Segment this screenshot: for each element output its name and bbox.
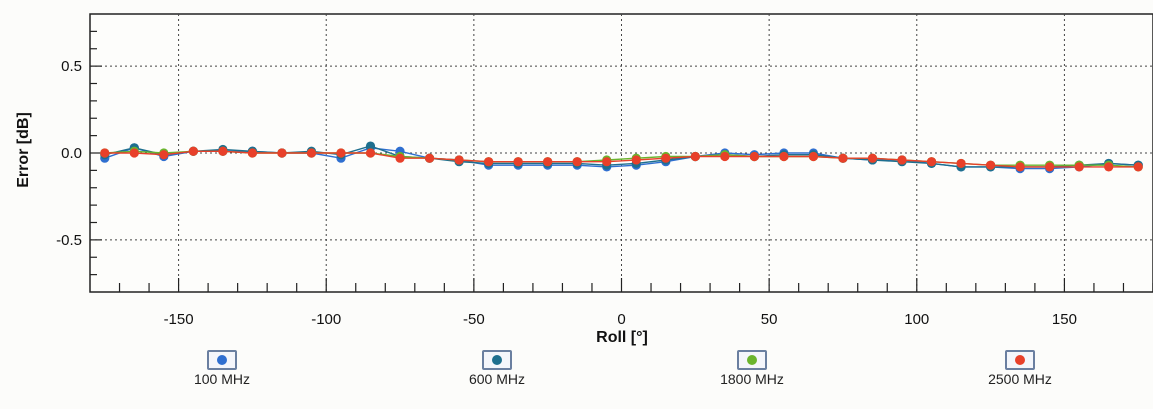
legend-item[interactable]: 1800 MHz bbox=[682, 350, 822, 387]
x-tick-label: 50 bbox=[761, 311, 778, 328]
x-tick-label: 150 bbox=[1052, 311, 1077, 328]
data-point bbox=[218, 146, 228, 156]
data-point bbox=[100, 148, 110, 158]
legend-label: 1800 MHz bbox=[720, 371, 784, 387]
data-point bbox=[129, 148, 139, 158]
data-point bbox=[543, 157, 553, 167]
data-point bbox=[1074, 162, 1084, 172]
legend-swatch bbox=[207, 350, 237, 370]
data-point bbox=[159, 150, 169, 160]
data-point bbox=[926, 157, 937, 167]
y-tick-label: 0.0 bbox=[61, 145, 82, 162]
data-point bbox=[779, 151, 789, 162]
x-tick-label: 0 bbox=[617, 311, 625, 328]
data-point bbox=[838, 153, 848, 163]
x-axis-label: Roll [°] bbox=[596, 329, 648, 346]
legend-label: 600 MHz bbox=[468, 371, 526, 387]
legend-item[interactable]: 2500 MHz bbox=[950, 350, 1090, 387]
series-2500-mhz bbox=[100, 146, 1143, 172]
x-tick-label: 100 bbox=[904, 311, 929, 328]
legend-swatch bbox=[482, 350, 512, 370]
x-tick-label: -50 bbox=[463, 311, 485, 328]
legend-swatch bbox=[737, 350, 767, 370]
legend-item[interactable]: 600 MHz bbox=[427, 350, 567, 387]
axes: -150 -100 -50 0 50 100 150 0.5 0.0 -0.5 bbox=[56, 30, 1153, 328]
data-point bbox=[336, 148, 346, 158]
data-point bbox=[1104, 162, 1114, 172]
series-line bbox=[104, 150, 1139, 168]
data-point bbox=[867, 153, 878, 163]
legend-item[interactable]: 100 MHz bbox=[152, 350, 292, 387]
data-point bbox=[277, 148, 287, 158]
y-tick-label: -0.5 bbox=[56, 232, 82, 249]
y-axis-label: Error [dB] bbox=[15, 112, 32, 188]
legend-label: 2500 MHz bbox=[988, 371, 1052, 387]
data-point bbox=[690, 151, 700, 162]
data-point bbox=[424, 153, 435, 163]
legend-marker-icon bbox=[1015, 355, 1025, 365]
data-point bbox=[484, 157, 494, 167]
legend-label: 100 MHz bbox=[193, 371, 251, 387]
data-point bbox=[720, 151, 730, 162]
legend-swatch bbox=[1005, 350, 1035, 370]
y-tick-label: 0.5 bbox=[61, 58, 82, 75]
data-point bbox=[513, 157, 523, 167]
data-point bbox=[365, 141, 376, 151]
legend-marker-icon bbox=[492, 355, 502, 365]
legend-marker-icon bbox=[217, 355, 227, 365]
legend: 100 MHz 600 MHz 1800 MHz 2500 MHz bbox=[0, 346, 1153, 404]
x-tick-label: -100 bbox=[311, 311, 341, 328]
data-point bbox=[661, 153, 671, 163]
data-point bbox=[454, 155, 464, 165]
data-point bbox=[247, 148, 258, 158]
data-point bbox=[572, 157, 582, 167]
data-point bbox=[749, 151, 759, 162]
data-point bbox=[808, 151, 819, 162]
data-point bbox=[1045, 162, 1055, 172]
data-point bbox=[365, 148, 376, 158]
data-point bbox=[306, 148, 317, 158]
data-point bbox=[985, 160, 996, 170]
data-point bbox=[956, 158, 966, 169]
data-point bbox=[188, 146, 198, 156]
data-point bbox=[1133, 162, 1143, 172]
data-point bbox=[602, 157, 612, 167]
series-layer bbox=[100, 141, 1143, 174]
legend-marker-icon bbox=[747, 355, 757, 365]
data-point bbox=[395, 153, 405, 163]
data-point bbox=[1015, 162, 1025, 172]
data-point bbox=[631, 155, 641, 165]
data-point bbox=[897, 155, 907, 165]
x-tick-label: -150 bbox=[164, 311, 194, 328]
